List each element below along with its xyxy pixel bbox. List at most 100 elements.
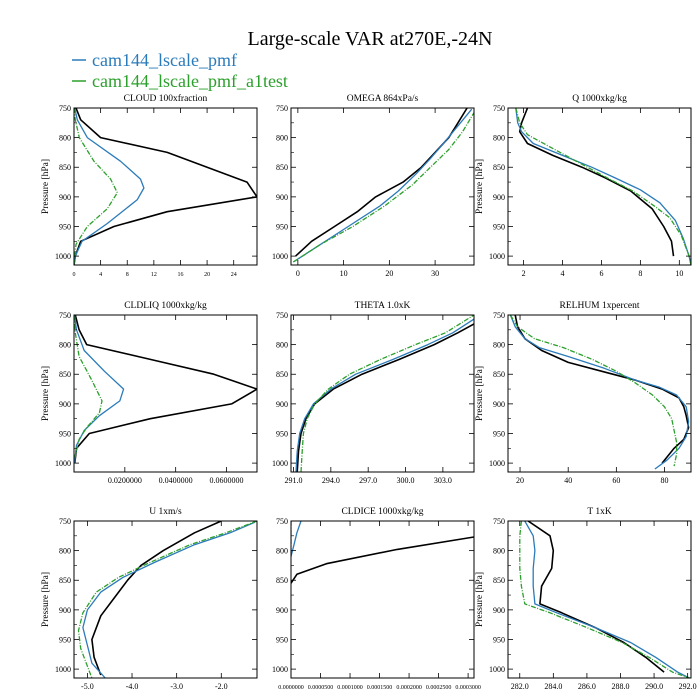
y-tick-label: 850	[276, 576, 288, 585]
y-tick-label: 900	[493, 400, 505, 409]
panel-title: RELHUM 1xpercent	[560, 301, 640, 311]
x-tick-label: 0.0003000	[455, 685, 481, 691]
series-group	[295, 315, 474, 472]
y-tick-label: 800	[59, 341, 71, 350]
series-line-a1test	[74, 315, 103, 458]
panel-title: CLDICE 1000xkg/kg	[341, 507, 423, 517]
y-tick-label: 750	[59, 104, 71, 113]
series-line-a1test	[292, 112, 474, 263]
panel-9: T 1xK Pressure [hPa] 750 800 850 900 950 1000 28…	[475, 507, 697, 691]
series-group	[291, 521, 474, 584]
y-axis-label: Pressure [hPa]	[41, 159, 51, 214]
y-tick-label: 950	[493, 222, 505, 231]
x-tick-label: -5.0	[81, 682, 94, 691]
series-group	[509, 315, 690, 470]
series-group	[74, 315, 257, 464]
series-line-pmf	[515, 108, 691, 265]
series-line-ref	[74, 108, 257, 265]
x-tick-label: 0.0000500	[308, 685, 334, 691]
plot-frame	[507, 314, 692, 473]
x-tick-label: 20	[204, 272, 210, 278]
series-line-pmf	[524, 521, 690, 678]
legend-label-a1test: cam144_lscale_pmf_a1test	[92, 71, 288, 91]
x-tick-label: 0.0200000	[108, 476, 142, 485]
y-axis-label: Pressure [hPa]	[41, 366, 51, 421]
x-tick-label: 292.0	[679, 682, 697, 691]
y-tick-label: 800	[59, 134, 71, 143]
y-axis-label: Pressure [hPa]	[475, 572, 485, 627]
y-tick-label: 850	[59, 163, 71, 172]
y-tick-label: 1000	[272, 252, 288, 261]
panel-title: T 1xK	[587, 507, 612, 517]
y-tick-label: 900	[276, 193, 288, 202]
y-tick-label: 900	[59, 606, 71, 615]
x-tick-label: 0.0600000	[210, 476, 244, 485]
plot-frame	[73, 520, 258, 679]
x-tick-label: 60	[612, 476, 620, 485]
x-tick-label: 0.0000000	[278, 685, 304, 691]
x-tick-label: 282.0	[511, 682, 529, 691]
y-tick-label: 750	[276, 311, 288, 320]
series-line-ref	[91, 521, 222, 676]
panel-title: THETA 1.0xK	[355, 301, 411, 311]
series-line-a1test	[515, 108, 691, 265]
x-tick-label: 4	[99, 272, 102, 278]
plot-frame	[290, 107, 475, 266]
y-tick-label: 1000	[55, 665, 71, 674]
y-tick-label: 750	[493, 104, 505, 113]
series-line-ref	[291, 536, 474, 584]
series-line-pmf	[509, 315, 690, 470]
y-tick-label: 950	[493, 429, 505, 438]
y-tick-label: 950	[276, 635, 288, 644]
x-tick-label: 20	[516, 476, 524, 485]
x-tick-label: -3.0	[170, 682, 183, 691]
y-tick-label: 850	[493, 370, 505, 379]
x-tick-label: 294.0	[322, 476, 340, 485]
panel-3: Q 1000xkg/kg Pressure [hPa] 750 800 850 900 95…	[475, 94, 692, 278]
series-line-a1test	[77, 521, 257, 678]
panel-7: U 1xm/s Pressure [hPa] 750 800 850 900 950 1000…	[41, 507, 258, 691]
y-axis-label: Pressure [hPa]	[475, 366, 485, 421]
panel-title: U 1xm/s	[149, 507, 182, 517]
panel-8: CLDICE 1000xkg/kg 750 800 850 900 950 1000 0.00…	[272, 507, 481, 691]
y-tick-label: 850	[276, 163, 288, 172]
x-tick-label: 0.0400000	[159, 476, 193, 485]
series-group	[292, 108, 474, 263]
series-line-ref	[296, 323, 474, 472]
series-line-pmf	[291, 521, 302, 557]
plot-frame	[290, 314, 475, 473]
x-tick-label: 30	[431, 269, 439, 278]
y-tick-label: 950	[59, 635, 71, 644]
y-tick-label: 800	[59, 547, 71, 556]
x-tick-label: 288.0	[611, 682, 629, 691]
x-tick-label: 290.0	[645, 682, 663, 691]
y-tick-label: 900	[276, 400, 288, 409]
series-line-pmf	[74, 108, 145, 265]
panel-title: OMEGA 864xPa/s	[347, 94, 419, 104]
y-tick-label: 800	[493, 341, 505, 350]
panel-title: Q 1000xkg/kg	[572, 94, 627, 104]
x-tick-label: 40	[564, 476, 572, 485]
x-tick-label: 10	[340, 269, 348, 278]
x-tick-label: 12	[151, 272, 157, 278]
legend-label-pmf: cam144_lscale_pmf	[92, 50, 237, 70]
panel-4: CLDLIQ 1000xkg/kg Pressure [hPa] 750 800 850…	[41, 301, 258, 485]
y-tick-label: 800	[276, 547, 288, 556]
y-tick-label: 1000	[55, 459, 71, 468]
panel-1: CLOUD 100xfraction Pressure [hPa] 750 800 85…	[41, 93, 258, 278]
y-tick-label: 850	[276, 370, 288, 379]
y-tick-label: 950	[493, 635, 505, 644]
y-tick-label: 900	[59, 193, 71, 202]
y-tick-label: 750	[493, 311, 505, 320]
series-group	[77, 521, 257, 678]
y-tick-label: 1000	[489, 252, 505, 261]
panel-title: CLOUD 100xfraction	[124, 93, 208, 104]
y-tick-label: 900	[276, 606, 288, 615]
y-tick-label: 1000	[489, 459, 505, 468]
y-tick-label: 850	[59, 576, 71, 585]
y-tick-label: 800	[276, 341, 288, 350]
y-tick-label: 900	[493, 606, 505, 615]
legend: cam144_lscale_pmf cam144_lscale_pmf_a1te…	[72, 50, 288, 91]
series-line-ref	[295, 108, 468, 257]
